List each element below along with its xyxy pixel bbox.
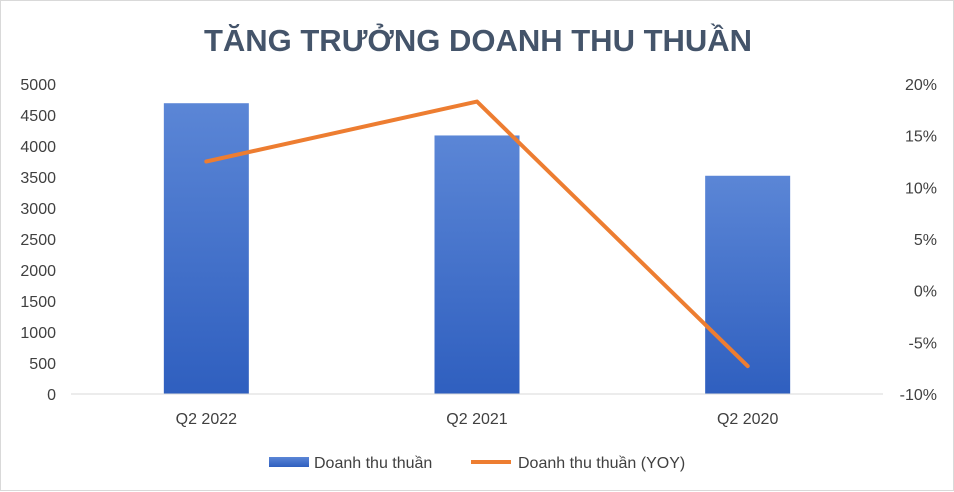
left-tick-label: 1500 xyxy=(20,294,56,311)
left-tick-label: 5000 xyxy=(20,77,56,94)
right-tick-label: -10% xyxy=(900,387,937,404)
bar xyxy=(705,176,790,394)
legend-swatch-bar xyxy=(269,457,309,467)
x-tick-label: Q2 2022 xyxy=(176,411,237,428)
right-tick-label: 15% xyxy=(905,129,937,146)
left-tick-label: 4500 xyxy=(20,108,56,125)
legend-label: Doanh thu thuần xyxy=(314,455,432,472)
x-axis-labels: Q2 2022 Q2 2021 Q2 2020 xyxy=(176,411,779,428)
right-axis-ticks: -10% -5% 0% 5% 10% 15% 20% xyxy=(900,77,937,404)
bar-series xyxy=(164,103,790,394)
left-tick-label: 1000 xyxy=(20,325,56,342)
right-tick-label: -5% xyxy=(909,335,937,352)
left-tick-label: 2500 xyxy=(20,232,56,249)
chart-title: TĂNG TRƯỞNG DOANH THU THUẦN xyxy=(204,22,752,58)
x-tick-label: Q2 2021 xyxy=(446,411,507,428)
x-tick-label: Q2 2020 xyxy=(717,411,778,428)
left-tick-label: 3000 xyxy=(20,201,56,218)
left-axis-ticks: 0 500 1000 1500 2000 2500 3000 3500 4000 4500 5000 xyxy=(20,77,56,404)
right-tick-label: 0% xyxy=(914,284,937,301)
legend-label: Doanh thu thuần (YOY) xyxy=(518,455,685,472)
left-tick-label: 2000 xyxy=(20,263,56,280)
left-tick-label: 500 xyxy=(29,356,56,373)
bar xyxy=(164,103,249,394)
left-tick-label: 4000 xyxy=(20,139,56,156)
left-tick-label: 3500 xyxy=(20,170,56,187)
bar xyxy=(435,135,520,394)
right-tick-label: 10% xyxy=(905,180,937,197)
left-tick-label: 0 xyxy=(47,387,56,404)
legend: Doanh thu thuần Doanh thu thuần (YOY) xyxy=(269,455,685,472)
right-tick-label: 5% xyxy=(914,232,937,249)
right-tick-label: 20% xyxy=(905,77,937,94)
